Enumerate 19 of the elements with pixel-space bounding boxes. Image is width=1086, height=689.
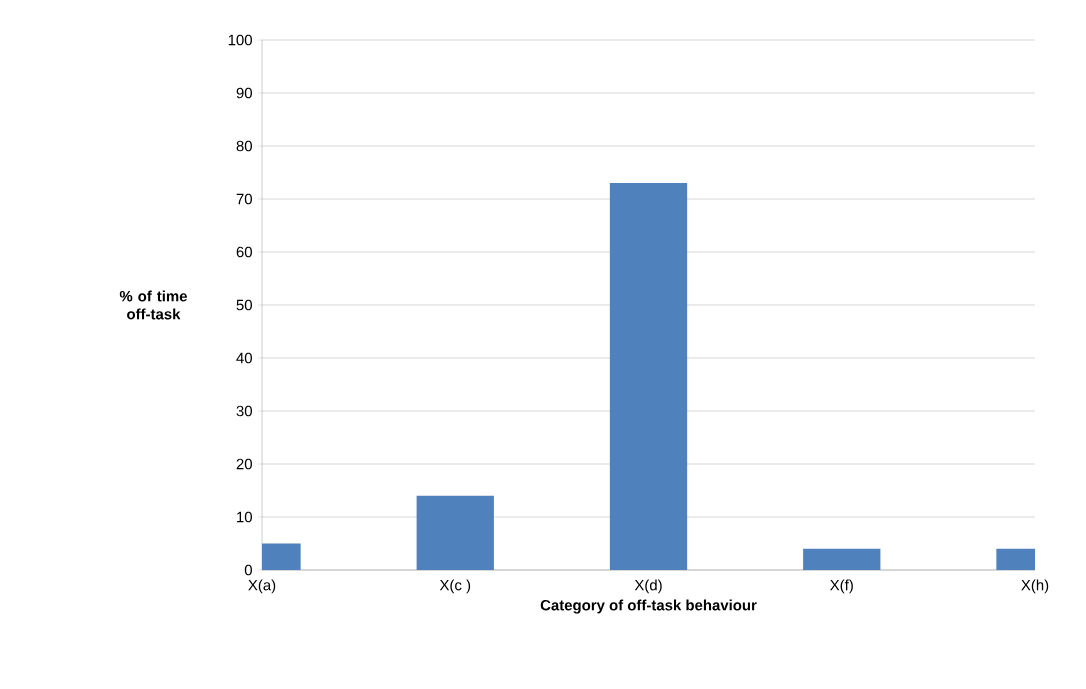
y-tick-label: 40: [236, 352, 252, 364]
y-tick-label: 10: [237, 511, 252, 523]
x-tick-label: X(h): [1021, 579, 1049, 594]
x-tick-label: X(a): [248, 579, 276, 594]
y-axis-title: % of time off-task: [119, 290, 187, 320]
y-tick-label: 50: [236, 299, 252, 311]
y-tick-label: 80: [236, 140, 252, 152]
y-tick-label: 60: [236, 246, 252, 258]
y-tick-label: 30: [236, 405, 252, 417]
x-tick-label: X(f): [830, 579, 853, 594]
y-tick-label: 0: [244, 564, 252, 576]
x-axis-title: Category of off-task behaviour: [540, 599, 757, 614]
y-tick-label: 70: [236, 193, 252, 205]
y-tick-label: 100: [228, 34, 252, 46]
y-tick-label: 20: [236, 458, 252, 470]
y-tick-label: 90: [236, 87, 252, 99]
x-tick-label: X(d): [634, 579, 662, 594]
x-tick-label: X(c ): [439, 579, 471, 594]
bar: [609, 183, 688, 570]
